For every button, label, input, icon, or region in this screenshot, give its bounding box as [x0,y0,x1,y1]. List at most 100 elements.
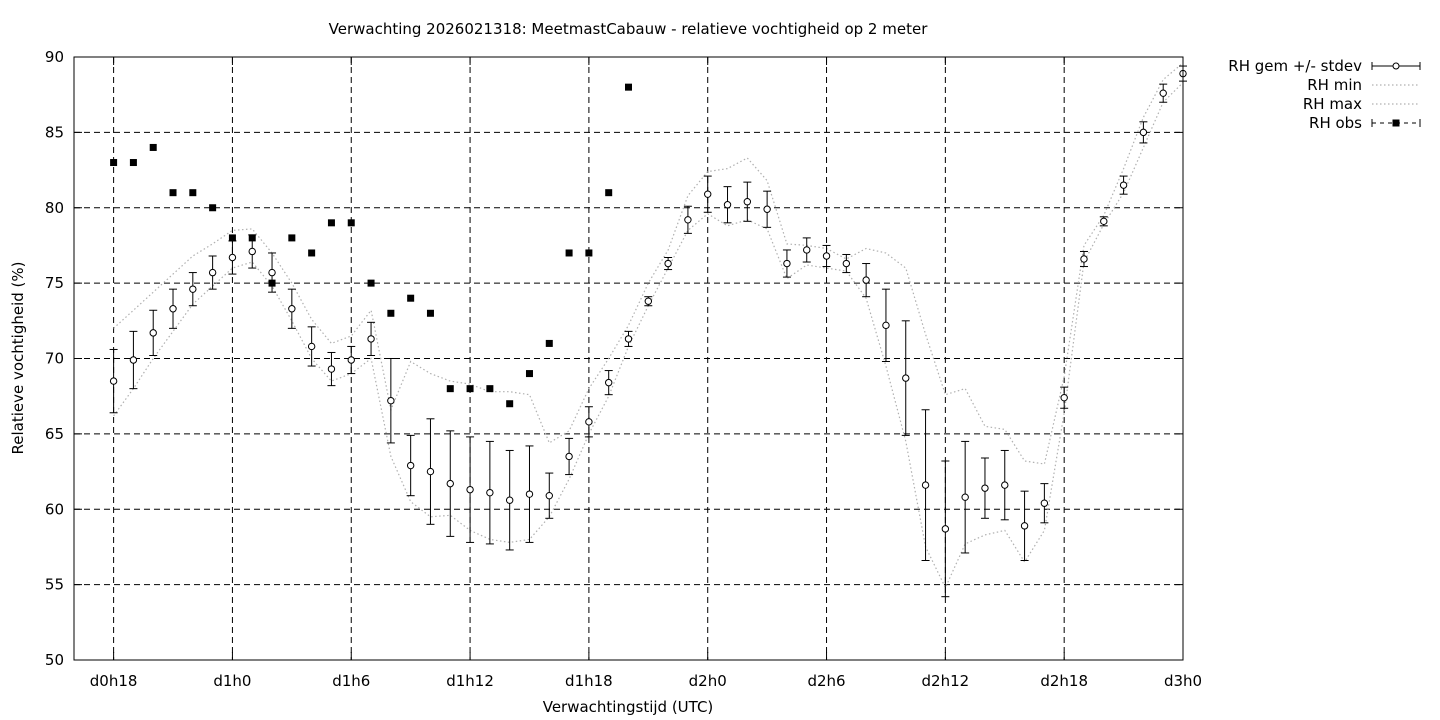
y-tick-label: 90 [45,48,64,66]
mean-point [981,484,989,492]
x-tick-label: d1h6 [332,672,370,690]
mean-point [842,259,851,268]
mean-point [129,356,138,364]
obs-point [525,370,533,378]
mean-point [1060,393,1068,402]
plot-frame [73,56,1184,661]
mean-point [882,321,890,330]
mean-point [466,485,474,494]
x-tick-label: d2h6 [807,672,845,690]
mean-point [149,329,157,337]
mean-point [268,268,276,277]
mean-point [704,190,712,198]
obs-point [407,294,415,302]
obs-point [466,385,474,393]
obs-point [545,339,553,347]
series-rh-max [113,62,1184,465]
mean-point [565,452,573,461]
mean-point [1040,499,1049,507]
series-rh-obs [110,83,632,408]
legend-label: RH gem +/- stdev [1228,57,1362,75]
obs-point [228,234,236,242]
mean-point [921,481,930,489]
y-tick-label: 60 [45,500,64,518]
mean-point [1159,89,1167,97]
obs-point [387,309,395,317]
x-tick-label: d1h18 [565,672,613,690]
x-tick-label: d2h18 [1040,672,1088,690]
mean-point [902,374,910,382]
mean-point [684,216,692,224]
grid [74,57,1184,660]
x-tick-label: d2h12 [922,672,970,690]
mean-point [307,342,316,351]
series-rh-gem [109,65,1187,598]
obs-point [110,159,118,167]
mean-point [822,252,831,260]
mean-point [327,365,336,373]
mean-point [248,247,256,256]
y-axis-label: Relatieve vochtigheid (%) [9,261,27,454]
mean-point [1139,128,1148,137]
mean-point [525,490,534,498]
mean-point [208,268,217,277]
mean-point [723,201,732,209]
obs-point [169,189,177,197]
obs-point [268,279,276,287]
obs-point [605,189,613,197]
mean-point [406,461,415,470]
mean-point [763,205,771,213]
obs-point [288,234,296,242]
obs-point [625,83,632,91]
mean-point [189,285,197,293]
legend-label: RH max [1303,95,1362,113]
mean-point [426,467,435,476]
mean-point [941,525,950,533]
series-line-rh-min [113,82,1184,590]
mean-point [545,491,553,500]
mean-point [664,259,672,268]
x-axis-label: Verwachtingstijd (UTC) [543,698,714,716]
legend-label: RH min [1307,76,1362,94]
mean-point [1001,481,1009,489]
obs-point [347,219,355,227]
mean-point [387,397,395,405]
x-tick-label: d1h12 [446,672,494,690]
obs-point [446,385,454,393]
mean-point [961,493,969,501]
legend-swatch-marker [1392,119,1400,127]
mean-point [585,418,593,426]
obs-point [426,309,434,317]
mean-point [743,198,752,206]
mean-point [1100,217,1108,226]
mean-point [783,259,791,268]
y-tick-label: 75 [45,274,64,292]
obs-point [248,234,256,242]
obs-point [506,400,514,408]
y-tick-label: 65 [45,425,64,443]
y-tick-label: 70 [45,350,64,368]
obs-point [308,249,316,257]
obs-point [585,249,593,257]
mean-point [1119,181,1128,189]
obs-point [189,189,197,197]
chart-title: Verwachting 2026021318: MeetmastCabauw -… [329,20,929,38]
mean-point [1020,522,1029,530]
obs-point [327,219,335,227]
x-axis-ticks: d0h18 d1h0 d1h6 d1h12 d1h18 d2h0 d2h6 d2h12 d2h1… [90,57,1202,690]
y-tick-label: 80 [45,199,64,217]
mean-point [367,335,375,343]
mean-point [109,377,118,385]
series-rh-min [113,82,1184,590]
y-tick-label: 55 [45,576,64,594]
mean-point [228,253,237,262]
obs-point [486,385,494,393]
obs-point [129,159,137,167]
x-tick-label: d3h0 [1164,672,1202,690]
y-axis-ticks: 50 55 60 65 70 75 80 85 90 [45,48,1183,669]
legend-swatch-marker [1392,62,1400,70]
mean-point [604,378,613,387]
obs-point [209,204,217,212]
mean-point [1080,255,1088,263]
